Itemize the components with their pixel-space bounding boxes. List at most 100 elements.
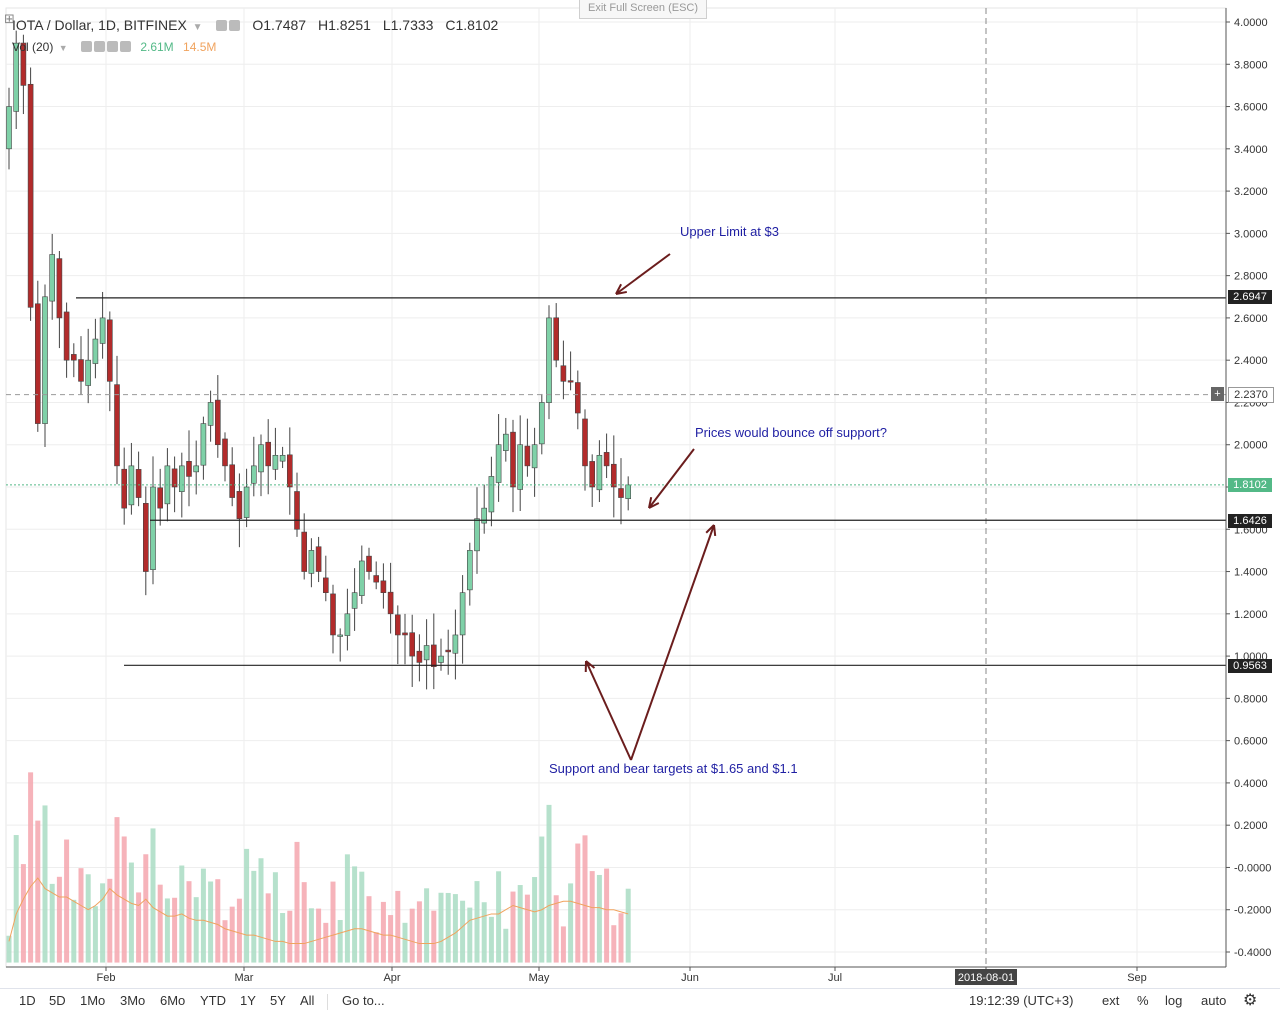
volume-bar bbox=[395, 891, 400, 963]
volume-bar bbox=[338, 920, 343, 963]
x-tick-label: Apr bbox=[383, 972, 400, 984]
candle-body bbox=[251, 466, 256, 483]
candle-body bbox=[345, 614, 350, 636]
candle-body bbox=[403, 633, 408, 635]
candle-body bbox=[388, 592, 393, 614]
candle-body bbox=[352, 593, 357, 609]
settings-square-icon[interactable] bbox=[216, 20, 227, 31]
volume-bar bbox=[266, 893, 271, 962]
range-1mo-button[interactable]: 1Mo bbox=[80, 993, 105, 1008]
volume-bar bbox=[381, 902, 386, 963]
volume-bar bbox=[431, 911, 436, 963]
y-tick-label: 2.4000 bbox=[1234, 355, 1268, 367]
candle-body bbox=[489, 476, 494, 512]
close-square-icon[interactable] bbox=[229, 20, 240, 31]
candle-body bbox=[568, 381, 573, 383]
range-5y-button[interactable]: 5Y bbox=[270, 993, 286, 1008]
volume-header: Vol (20) ▼ 2.61M 14.5M bbox=[12, 40, 216, 54]
exit-fullscreen-button[interactable]: Exit Full Screen (ESC) bbox=[579, 0, 707, 19]
y-tick-label: 0.6000 bbox=[1234, 736, 1268, 748]
volume-bar bbox=[215, 879, 220, 962]
candle-body bbox=[223, 439, 228, 466]
range-5d-button[interactable]: 5D bbox=[49, 993, 66, 1008]
plus-icon[interactable]: + bbox=[1211, 387, 1224, 401]
y-tick-label: -0.4000 bbox=[1234, 947, 1271, 959]
candle-body bbox=[539, 402, 544, 443]
chevron-down-icon[interactable]: ▼ bbox=[193, 22, 203, 33]
x-tick-label: Jun bbox=[681, 972, 699, 984]
candle-body bbox=[554, 318, 559, 360]
volume-bar bbox=[568, 883, 573, 962]
candle-body bbox=[583, 419, 588, 466]
x-tick-label: Mar bbox=[235, 972, 254, 984]
volume-bar bbox=[14, 835, 19, 963]
volume-bar bbox=[547, 805, 552, 963]
range-6mo-button[interactable]: 6Mo bbox=[160, 993, 185, 1008]
candle-body bbox=[64, 312, 69, 360]
candle-body bbox=[35, 304, 40, 424]
volume-bar bbox=[604, 869, 609, 963]
volume-bar bbox=[352, 866, 357, 962]
volume-bar bbox=[489, 917, 494, 963]
volume-bar bbox=[35, 821, 40, 963]
candle-body bbox=[626, 485, 631, 499]
candle-body bbox=[611, 464, 616, 487]
y-tick-label: 0.8000 bbox=[1234, 693, 1268, 705]
volume-bar bbox=[539, 837, 544, 963]
candle-body bbox=[187, 461, 192, 476]
volume-bar bbox=[28, 772, 33, 962]
volume-bar bbox=[259, 858, 264, 962]
goto-button[interactable]: Go to... bbox=[342, 993, 385, 1008]
range-ytd-button[interactable]: YTD bbox=[200, 993, 226, 1008]
candle-body bbox=[280, 455, 285, 461]
y-tick-label: 1.4000 bbox=[1234, 567, 1268, 579]
extended-hours-toggle[interactable]: ext bbox=[1102, 993, 1119, 1008]
x-tick-label: Feb bbox=[97, 972, 116, 984]
gear-icon[interactable]: ⚙ bbox=[1243, 990, 1257, 1010]
candle-body bbox=[439, 656, 444, 662]
gear-icon[interactable] bbox=[94, 41, 105, 52]
toolbar-divider bbox=[327, 994, 328, 1010]
volume-bar bbox=[417, 901, 422, 962]
plus-icon[interactable] bbox=[107, 41, 118, 52]
volume-bar bbox=[475, 881, 480, 962]
annotation-arrows bbox=[586, 254, 715, 760]
y-tick-label: 0.4000 bbox=[1234, 778, 1268, 790]
candle-body bbox=[424, 646, 429, 660]
range-1y-button[interactable]: 1Y bbox=[240, 993, 256, 1008]
chevron-down-icon[interactable]: ▼ bbox=[59, 43, 68, 53]
eye-icon[interactable] bbox=[81, 41, 92, 52]
candle-body bbox=[122, 469, 127, 508]
annotation-text: Upper Limit at $3 bbox=[680, 224, 779, 239]
arrow-shaft bbox=[586, 661, 631, 760]
symbol-title[interactable]: IOTA / Dollar, 1D, BITFINEX bbox=[12, 17, 187, 33]
auto-scale-toggle[interactable]: auto bbox=[1201, 993, 1226, 1008]
clock-timezone-button[interactable]: 19:12:39 (UTC+3) bbox=[969, 993, 1073, 1008]
volume-bar bbox=[367, 896, 372, 962]
volume-indicator-label[interactable]: Vol (20) bbox=[12, 40, 53, 54]
candle-body bbox=[460, 593, 465, 635]
volume-bar bbox=[525, 895, 530, 963]
close-icon[interactable] bbox=[120, 41, 131, 52]
volume-bar bbox=[424, 888, 429, 962]
volume-bar bbox=[251, 871, 256, 963]
close-value: 1.8102 bbox=[455, 17, 498, 33]
candle-body bbox=[323, 578, 328, 593]
volume-bar bbox=[482, 902, 487, 962]
range-1d-button[interactable]: 1D bbox=[19, 993, 36, 1008]
range-all-button[interactable]: All bbox=[300, 993, 314, 1008]
percent-scale-toggle[interactable]: % bbox=[1137, 993, 1149, 1008]
candle-body bbox=[338, 635, 343, 637]
candle-body bbox=[561, 366, 566, 382]
crosshair-icon[interactable]: ⊞ bbox=[4, 13, 16, 25]
candle-body bbox=[79, 360, 84, 382]
range-3mo-button[interactable]: 3Mo bbox=[120, 993, 145, 1008]
chart-header: IOTA / Dollar, 1D, BITFINEX ▼ O1.7487 H1… bbox=[12, 17, 498, 33]
volume-bar bbox=[626, 889, 631, 963]
volume-bar bbox=[158, 885, 163, 963]
candle-body bbox=[467, 550, 472, 589]
log-scale-toggle[interactable]: log bbox=[1165, 993, 1182, 1008]
volume-bar bbox=[136, 892, 141, 962]
candle-body bbox=[215, 400, 220, 445]
